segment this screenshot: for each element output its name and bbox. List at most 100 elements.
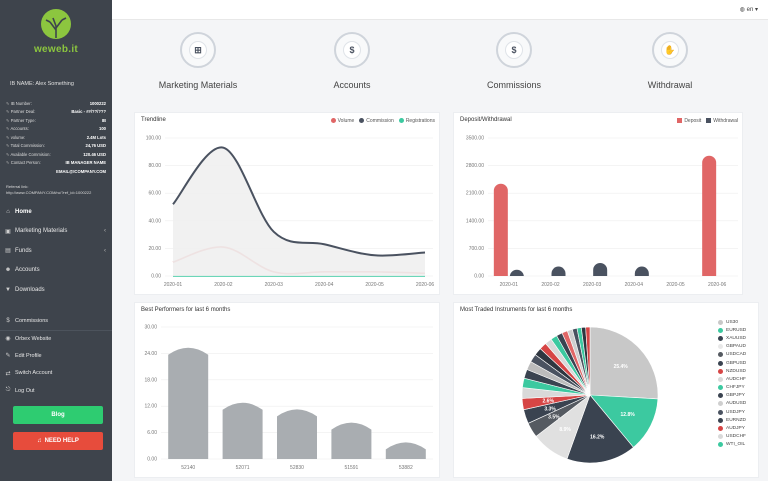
- pie-legend-item[interactable]: NZDUSD: [718, 367, 746, 375]
- quick-link-marketing-materials[interactable]: ⊞ Marketing Materials: [128, 32, 268, 90]
- pie-legend-item[interactable]: GBPUSD: [718, 359, 746, 367]
- x-tick-label: 52140: [181, 465, 195, 471]
- quick-link-commissions[interactable]: $ Commissions: [444, 32, 584, 90]
- sidebar-item-funds[interactable]: ▤ Funds ‹: [0, 241, 112, 261]
- legend-label[interactable]: Commission: [366, 118, 394, 124]
- dollar-cycle-icon: $: [496, 32, 532, 68]
- ib-info-value: EMAIL@ICOMPANY.COM: [56, 168, 106, 174]
- pie-slice[interactable]: [589, 326, 659, 400]
- series-area-commission: [173, 147, 425, 276]
- language-label: en: [746, 7, 754, 13]
- legend-label: GBPJPY: [726, 393, 745, 399]
- need-help-label: NEED HELP: [44, 438, 79, 444]
- y-tick-label: 100.00: [146, 136, 162, 142]
- sidebar-item-orbex-website[interactable]: ◉ Orbex Website: [0, 329, 112, 348]
- legend-label: USDJPY: [726, 409, 745, 415]
- performer-bar[interactable]: [385, 442, 426, 459]
- best-performers-title: Best Performers for last 6 months: [141, 307, 231, 313]
- ib-info-row: IB Number: 1000222: [6, 99, 106, 108]
- x-tick-label: 52071: [236, 465, 250, 471]
- pie-legend-item[interactable]: WTI_OIL: [718, 441, 746, 449]
- pie-legend-item[interactable]: EURNZD: [718, 416, 746, 424]
- dollar-icon: $: [6, 317, 10, 324]
- legend-swatch: [359, 118, 365, 123]
- x-tick-label: 2020-01: [164, 282, 183, 288]
- legend-label[interactable]: Volume: [337, 118, 355, 124]
- pie-legend-item[interactable]: AUDUSD: [718, 400, 746, 408]
- y-tick-label: 2800.00: [466, 163, 484, 169]
- referral-link[interactable]: http://www.COMPANY.COM/ru/?ref_id=100022…: [6, 190, 92, 195]
- y-tick-label: 0.00: [151, 274, 161, 280]
- pie-legend-item[interactable]: US30: [718, 318, 746, 326]
- best-performers-panel: Best Performers for last 6 months 30.00 2…: [134, 302, 440, 478]
- quick-links: ⊞ Marketing Materials $ Accounts $ Commission…: [112, 22, 768, 106]
- pie-legend-item[interactable]: EURUSD: [718, 326, 746, 334]
- x-tick-label: 53882: [399, 465, 413, 471]
- pie-slice-label: 12.8%: [621, 412, 636, 418]
- y-tick-label: 30.00: [144, 325, 157, 331]
- quick-link-withdrawal[interactable]: ✋ Withdrawal: [600, 32, 740, 90]
- bar-deposit[interactable]: [493, 183, 508, 276]
- quick-link-label: Withdrawal: [647, 80, 693, 90]
- tree-logo-icon[interactable]: [36, 8, 76, 42]
- bar-withdrawal[interactable]: [634, 266, 649, 276]
- briefcase-icon: ▣: [5, 228, 11, 235]
- quick-link-label: Marketing Materials: [158, 80, 238, 90]
- pie-legend-item[interactable]: AUDCHF: [718, 375, 746, 383]
- performer-bar[interactable]: [168, 347, 209, 459]
- pie-legend-item[interactable]: USDCHF: [718, 433, 746, 441]
- y-tick-label: 700.00: [469, 246, 485, 252]
- x-tick-label: 2020-06: [416, 282, 435, 288]
- performer-bar[interactable]: [331, 422, 372, 459]
- quick-link-accounts[interactable]: $ Accounts: [282, 32, 422, 90]
- x-tick-label: 2020-03: [583, 282, 602, 288]
- ib-info-value: 2.4M Lots: [86, 134, 106, 140]
- pie-legend-item[interactable]: XAUUSD: [718, 334, 746, 342]
- blog-button[interactable]: Blog: [13, 406, 103, 424]
- legend-label[interactable]: Withdrawal: [713, 118, 738, 124]
- pie-legend-item[interactable]: USDJPY: [718, 408, 746, 416]
- pie-legend-item[interactable]: AUDJPY: [718, 424, 746, 432]
- x-tick-label: 2020-05: [365, 282, 384, 288]
- legend-label: USDCAD: [726, 352, 747, 358]
- sidebar-item-home[interactable]: ⌂ Home: [0, 202, 112, 222]
- legend-swatch: [718, 327, 723, 333]
- deposit-withdrawal-legend: Deposit Withdrawal: [672, 118, 738, 124]
- pie-legend-item[interactable]: GBPAUD: [718, 343, 746, 351]
- globe-icon: ◉: [5, 336, 11, 343]
- sidebar-item-switch-account[interactable]: ⇄ Switch Account: [0, 365, 112, 383]
- pie-legend-item[interactable]: GBPJPY: [718, 392, 746, 400]
- y-tick-label: 20.00: [148, 246, 161, 252]
- bar-deposit[interactable]: [702, 155, 717, 276]
- sidebar-item-label: Home: [15, 208, 32, 215]
- bar-withdrawal[interactable]: [509, 269, 524, 277]
- sidebar-item-accounts[interactable]: ☻ Accounts: [0, 261, 112, 281]
- ib-info-value: 1000222: [89, 100, 106, 106]
- legend-label[interactable]: Registrations: [405, 118, 435, 124]
- bar-withdrawal[interactable]: [593, 262, 608, 276]
- sidebar-item-commissions[interactable]: $ Commissions: [0, 312, 112, 330]
- sidebar-item-log-out[interactable]: ⎋ Log Out: [0, 382, 112, 400]
- legend-swatch: [718, 385, 723, 391]
- need-help-button[interactable]: ♫ NEED HELP: [13, 432, 103, 450]
- series-line-commission[interactable]: [172, 146, 426, 257]
- sidebar-item-downloads[interactable]: ▼ Downloads: [0, 280, 112, 300]
- most-traded-title: Most Traded Instruments for last 6 month…: [460, 307, 573, 313]
- sidebar-item-marketing-materials[interactable]: ▣ Marketing Materials ‹: [0, 222, 112, 242]
- bar-withdrawal[interactable]: [551, 266, 566, 276]
- sidebar-item-label: Log Out: [15, 387, 35, 394]
- pie-slice[interactable]: [585, 326, 591, 396]
- performer-bar[interactable]: [277, 409, 317, 459]
- pie-legend-item[interactable]: USDCAD: [718, 351, 746, 359]
- legend-label[interactable]: Deposit: [684, 118, 702, 124]
- trendline-panel: Trendline Volume Commission Registrations …: [134, 112, 440, 295]
- sidebar-item-edit-profile[interactable]: ✎ Edit Profile: [0, 347, 112, 365]
- language-selector[interactable]: ◍ en ▾: [740, 6, 758, 13]
- performer-bar[interactable]: [222, 402, 263, 459]
- legend-label: EURNZD: [726, 417, 746, 423]
- headset-icon: ♫: [37, 438, 42, 444]
- pie-slice[interactable]: [566, 394, 634, 464]
- pie-legend-item[interactable]: CHFJPY: [718, 384, 746, 392]
- pie-slice[interactable]: [589, 394, 659, 448]
